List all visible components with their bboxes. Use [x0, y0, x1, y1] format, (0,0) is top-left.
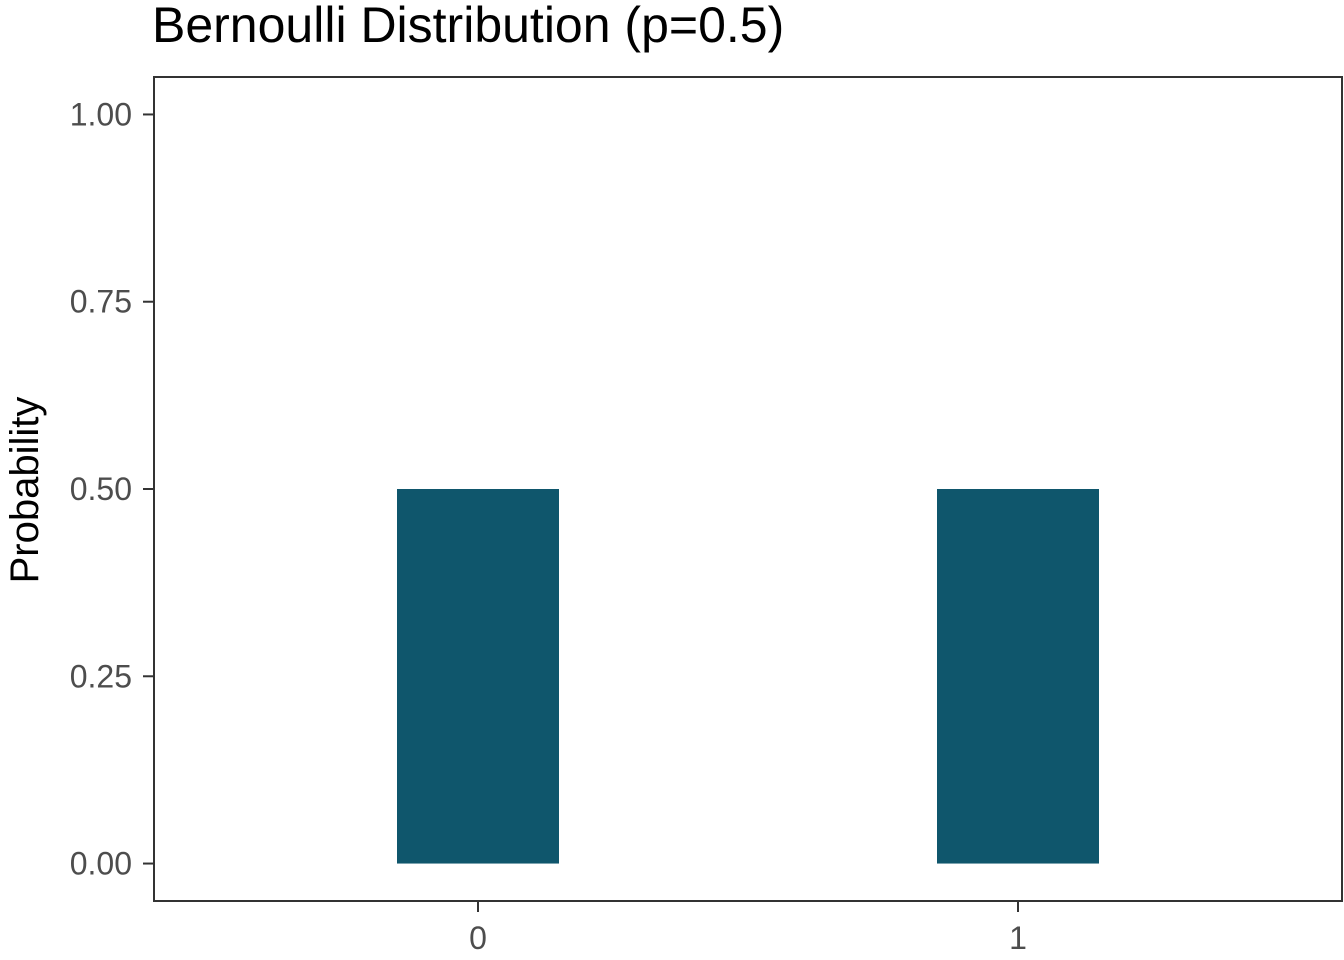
bars-group: [397, 489, 1099, 864]
plot-panel-border: [153, 76, 1343, 902]
chart-title: Bernoulli Distribution (p=0.5): [152, 0, 784, 53]
y-axis-ticks: 0.00 0.25 0.50 0.75 1.00: [70, 96, 154, 882]
y-axis-label: Probability: [3, 397, 47, 584]
x-tick-label: 0: [469, 920, 487, 956]
x-tick-label: 1: [1009, 920, 1027, 956]
y-tick-label: 0.75: [70, 284, 132, 320]
bar-1: [937, 489, 1099, 864]
y-tick-label: 0.00: [70, 846, 132, 882]
y-tick-label: 0.50: [70, 471, 132, 507]
bar-0: [397, 489, 559, 864]
y-tick-label: 1.00: [70, 96, 132, 132]
y-tick-label: 0.25: [70, 658, 132, 694]
